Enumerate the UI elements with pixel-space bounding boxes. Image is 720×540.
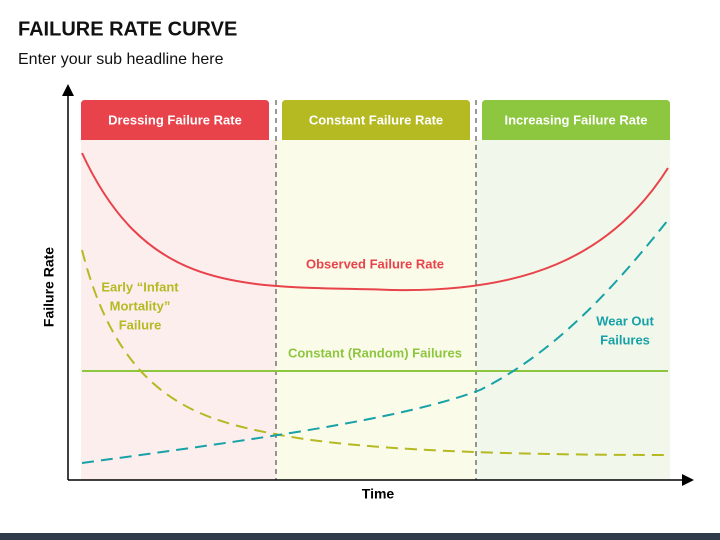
phase-header [282, 100, 470, 140]
phase-bg [81, 140, 276, 480]
phase-bg [476, 140, 670, 480]
title: FAILURE RATE CURVE [18, 18, 237, 40]
curve-label: Failures [600, 332, 650, 347]
curve-label: Mortality” [110, 298, 171, 313]
wearout-curve [81, 219, 669, 464]
curve-label: Constant (Random) Failures [288, 345, 462, 360]
curve-label: Observed Failure Rate [306, 256, 444, 271]
footer-bar [0, 533, 720, 540]
phase-header [81, 100, 269, 140]
phase-label: Increasing Failure Rate [504, 112, 647, 127]
phase-bg [276, 140, 476, 480]
observed-curve [81, 152, 669, 292]
x-axis-label: Time [362, 486, 395, 502]
phase-header [482, 100, 670, 140]
y-axis-label: Failure Rate [41, 247, 57, 327]
phase-label: Dressing Failure Rate [108, 112, 242, 127]
curve-label: Failure [119, 317, 162, 332]
phase-label: Constant Failure Rate [309, 112, 443, 127]
curve-label: Early “Infant [101, 279, 179, 294]
curve-label: Wear Out [596, 313, 654, 328]
subtitle: Enter your sub headline here [18, 51, 224, 68]
